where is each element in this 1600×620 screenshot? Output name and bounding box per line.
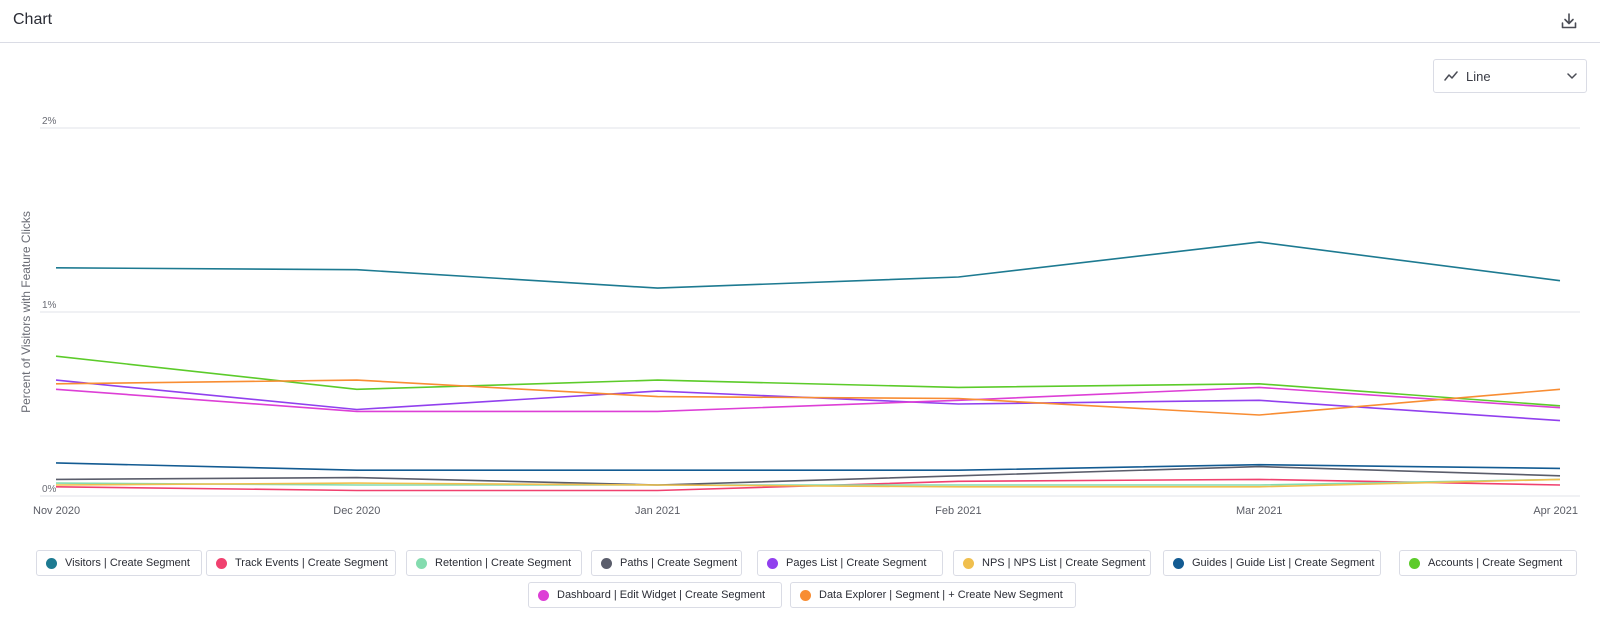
- legend-item[interactable]: Retention | Create Segment: [406, 550, 582, 576]
- legend-swatch: [963, 558, 974, 569]
- legend-row: Visitors | Create Segment Track Events | …: [0, 550, 1600, 576]
- legend-item[interactable]: Track Events | Create Segment: [206, 550, 396, 576]
- legend-swatch: [601, 558, 612, 569]
- legend-item[interactable]: Dashboard | Edit Widget | Create Segment: [528, 582, 782, 608]
- chart-title: Chart: [13, 11, 53, 28]
- chart-type-select[interactable]: Line: [1433, 59, 1587, 93]
- trend-line-icon: [1444, 71, 1458, 81]
- series-line: [55, 478, 1561, 486]
- y-tick-label: 0%: [42, 484, 57, 495]
- legend-swatch: [46, 558, 57, 569]
- y-axis-label: Percent of Visitors with Feature Clicks: [19, 211, 33, 413]
- series-line: [55, 478, 1561, 488]
- series-line: [55, 462, 1561, 472]
- legend-item[interactable]: Guides | Guide List | Create Segment: [1163, 550, 1381, 576]
- x-tick-label: Mar 2021: [1236, 505, 1282, 517]
- legend-swatch: [416, 558, 427, 569]
- legend-item[interactable]: Paths | Create Segment: [591, 550, 742, 576]
- line-chart: 0% 1% 2% Nov 2020 Dec 2020 Jan 2021 Feb 2021 Ma…: [19, 116, 1580, 517]
- x-tick-label: Feb 2021: [935, 505, 981, 517]
- legend-swatch: [800, 590, 811, 601]
- legend-item[interactable]: Accounts | Create Segment: [1399, 550, 1577, 576]
- x-tick-label: Jan 2021: [635, 505, 680, 517]
- legend-label: Track Events | Create Segment: [235, 557, 388, 569]
- series-line: [55, 355, 1561, 407]
- legend-row: Dashboard | Edit Widget | Create Segment…: [0, 582, 1600, 608]
- series-line: [55, 379, 1561, 416]
- x-tick-label: Nov 2020: [33, 505, 80, 517]
- legend-item[interactable]: Visitors | Create Segment: [36, 550, 202, 576]
- legend-label: Guides | Guide List | Create Segment: [1192, 557, 1375, 569]
- legend-item[interactable]: Data Explorer | Segment | + Create New S…: [790, 582, 1076, 608]
- legend-label: NPS | NPS List | Create Segment: [982, 557, 1146, 569]
- legend-label: Accounts | Create Segment: [1428, 557, 1563, 569]
- legend-label: Retention | Create Segment: [435, 557, 572, 569]
- legend-label: Paths | Create Segment: [620, 557, 738, 569]
- chart-header: Chart: [0, 0, 1600, 43]
- x-tick-label: Dec 2020: [333, 505, 380, 517]
- legend-label: Visitors | Create Segment: [65, 557, 190, 569]
- chart-type-value: Line: [1466, 69, 1491, 84]
- legend-swatch: [1173, 558, 1184, 569]
- series-line: [55, 241, 1561, 289]
- series-line: [55, 465, 1561, 486]
- series-line: [55, 379, 1561, 422]
- y-tick-label: 1%: [42, 300, 57, 311]
- legend-swatch: [216, 558, 227, 569]
- download-icon[interactable]: [1560, 12, 1578, 30]
- legend-swatch: [767, 558, 778, 569]
- y-tick-label: 2%: [42, 116, 57, 127]
- legend-item[interactable]: Pages List | Create Segment: [757, 550, 943, 576]
- series-line: [55, 386, 1561, 413]
- chevron-down-icon: [1567, 73, 1577, 79]
- legend-label: Pages List | Create Segment: [786, 557, 927, 569]
- x-tick-label: Apr 2021: [1533, 505, 1578, 517]
- legend-item[interactable]: NPS | NPS List | Create Segment: [953, 550, 1151, 576]
- legend-swatch: [538, 590, 549, 601]
- legend-swatch: [1409, 558, 1420, 569]
- legend-label: Dashboard | Edit Widget | Create Segment: [557, 589, 766, 601]
- legend-label: Data Explorer | Segment | + Create New S…: [819, 589, 1063, 601]
